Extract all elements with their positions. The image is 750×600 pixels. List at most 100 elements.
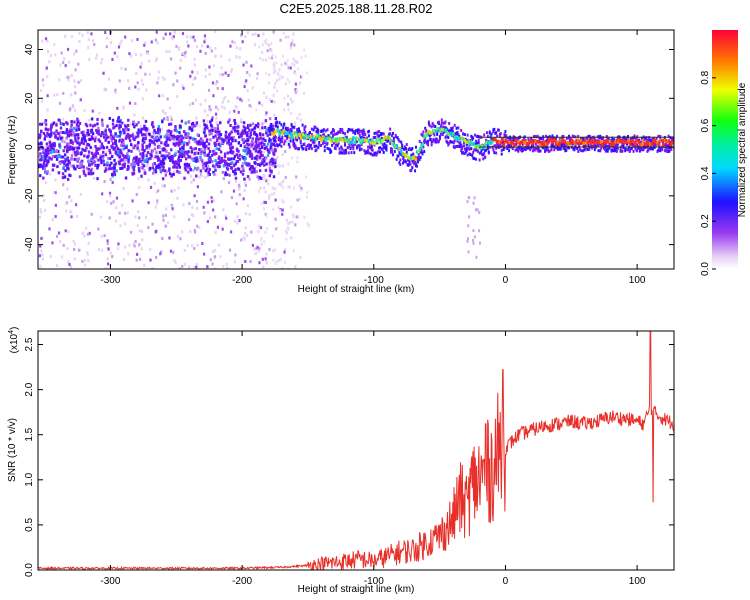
spectrogram-band-cell xyxy=(68,161,71,165)
spectrogram-noise-cell xyxy=(126,211,129,215)
spectrogram-noise-cell xyxy=(476,208,479,212)
spectrogram-ridge-peak xyxy=(337,137,341,141)
spectrogram-noise-cell xyxy=(216,123,219,127)
spectrogram-ridge-halo xyxy=(354,131,357,135)
spectrogram-noise-cell xyxy=(204,75,207,79)
spectrogram-noise-cell xyxy=(256,72,259,76)
spectrogram-ridge-halo xyxy=(314,126,317,130)
spectrogram-noise-cell xyxy=(181,230,184,234)
spectrogram-ridge-halo xyxy=(336,144,339,148)
spectrogram-band-cell xyxy=(106,161,109,165)
spectrogram-ridge-peak xyxy=(572,140,575,144)
spectrogram-noise-cell xyxy=(66,247,69,251)
spectrogram-band-cell xyxy=(186,164,189,168)
spectrogram-band-cell xyxy=(118,134,121,138)
spectrogram-ridge-halo xyxy=(405,143,408,147)
spectrogram-band-cell xyxy=(63,153,67,157)
spectrogram-band-cell xyxy=(78,143,81,147)
spectrogram-band-cell xyxy=(45,163,48,167)
spectrogram-noise-cell xyxy=(242,63,245,67)
spectrogram-noise-cell xyxy=(103,180,106,184)
spectrogram-noise-cell xyxy=(91,147,94,151)
spectrogram-noise-cell xyxy=(139,65,142,69)
spectrogram-band-cell xyxy=(78,121,82,125)
spectrogram-noise-cell xyxy=(282,186,285,190)
spectrogram-noise-cell xyxy=(190,213,193,217)
spectrogram-ridge-peak xyxy=(575,140,578,145)
spectrogram-band-cell xyxy=(269,158,273,162)
spectrogram-band-cell xyxy=(183,163,187,167)
spectrogram-band-cell xyxy=(177,160,181,164)
spectrogram-noise-cell xyxy=(129,165,132,169)
spectrogram-band-cell xyxy=(177,163,181,167)
spectrogram-noise-cell xyxy=(93,43,96,47)
spectrogram-noise-cell xyxy=(222,208,225,212)
spectrogram-ridge-peak xyxy=(615,138,619,143)
spectrogram-ridge-halo xyxy=(419,150,422,154)
spectrogram-band-cell xyxy=(48,156,51,160)
spectrogram-ridge-peak xyxy=(389,138,393,143)
spectrogram-band-cell xyxy=(139,152,142,156)
spectrogram-noise-cell xyxy=(83,263,86,267)
spectrogram-noise-cell xyxy=(213,215,217,219)
spectrogram-noise-cell xyxy=(139,53,143,57)
spectrogram-noise-cell xyxy=(110,201,113,205)
spectrogram-ridge-halo xyxy=(373,131,376,135)
spectrogram-ridge-halo xyxy=(607,136,610,140)
spectrogram-noise-cell xyxy=(265,41,268,45)
spectrogram-band-cell xyxy=(87,170,91,174)
spectrogram-noise-cell xyxy=(143,263,146,267)
spectrogram-band-cell xyxy=(223,152,227,156)
spectrogram-ridge-halo xyxy=(492,148,495,152)
spectrogram-noise-cell xyxy=(147,201,150,205)
spectrogram-band-cell xyxy=(195,121,199,125)
spectrogram-band-cell xyxy=(47,149,50,153)
spectrogram-ridge-halo xyxy=(312,138,315,142)
spectrogram-noise-cell xyxy=(57,231,61,235)
spectrogram-band-cell xyxy=(258,132,262,136)
spectrogram-band-cell xyxy=(66,156,69,160)
spectrogram-band-cell xyxy=(237,141,241,145)
spectrogram-ridge-halo xyxy=(341,151,344,155)
spectrogram-ridge-halo xyxy=(290,129,293,133)
spectrogram-ridge-halo xyxy=(477,138,480,142)
spectrogram-band-cell xyxy=(184,132,187,136)
spectrogram-band-cell xyxy=(76,139,80,143)
spectrogram-band-cell xyxy=(57,171,61,175)
spectrogram-ridge-peak xyxy=(462,137,465,141)
spectrogram-ridge-peak xyxy=(281,131,284,135)
spectrogram-band-cell xyxy=(153,147,157,151)
spectrogram-noise-cell xyxy=(202,205,205,209)
spectrogram-band-cell xyxy=(97,138,100,142)
spectrogram-ridge-halo xyxy=(615,146,618,150)
spectrogram-noise-cell xyxy=(119,224,122,228)
spectrogram-band-cell xyxy=(227,157,230,161)
spectrogram-ridge-peak xyxy=(349,137,352,141)
spectrogram-noise-cell xyxy=(174,30,177,34)
spectrogram-noise-cell xyxy=(118,211,121,215)
spectrogram-band-cell xyxy=(224,161,227,165)
spectrogram-noise-cell xyxy=(238,187,241,191)
spectrogram-ridge-halo xyxy=(507,136,510,140)
spectrogram-noise-cell xyxy=(193,57,196,61)
spectrogram-band-cell xyxy=(88,159,91,163)
spectrogram-band-cell xyxy=(65,127,69,131)
spectrogram-band-cell xyxy=(203,127,206,131)
spectrogram-noise-cell xyxy=(94,159,98,163)
spectrogram-noise-cell xyxy=(73,247,76,251)
spectrogram-band-cell xyxy=(187,150,190,154)
spectrogram-band-cell xyxy=(224,134,227,138)
spectrogram-noise-cell xyxy=(265,95,268,99)
spectrogram-band-cell xyxy=(226,141,229,145)
spectrogram-noise-cell xyxy=(219,139,222,143)
spectrogram-band-cell xyxy=(163,169,167,173)
spectrogram-band-cell xyxy=(126,152,129,156)
spectrogram-noise-cell xyxy=(296,156,299,160)
spectrogram-noise-cell xyxy=(250,64,253,68)
spectrogram-ridge-halo xyxy=(536,134,539,138)
spectrogram-band-cell xyxy=(90,151,94,155)
spectrogram-noise-cell xyxy=(242,197,245,201)
spectrogram-band-cell xyxy=(144,119,148,123)
